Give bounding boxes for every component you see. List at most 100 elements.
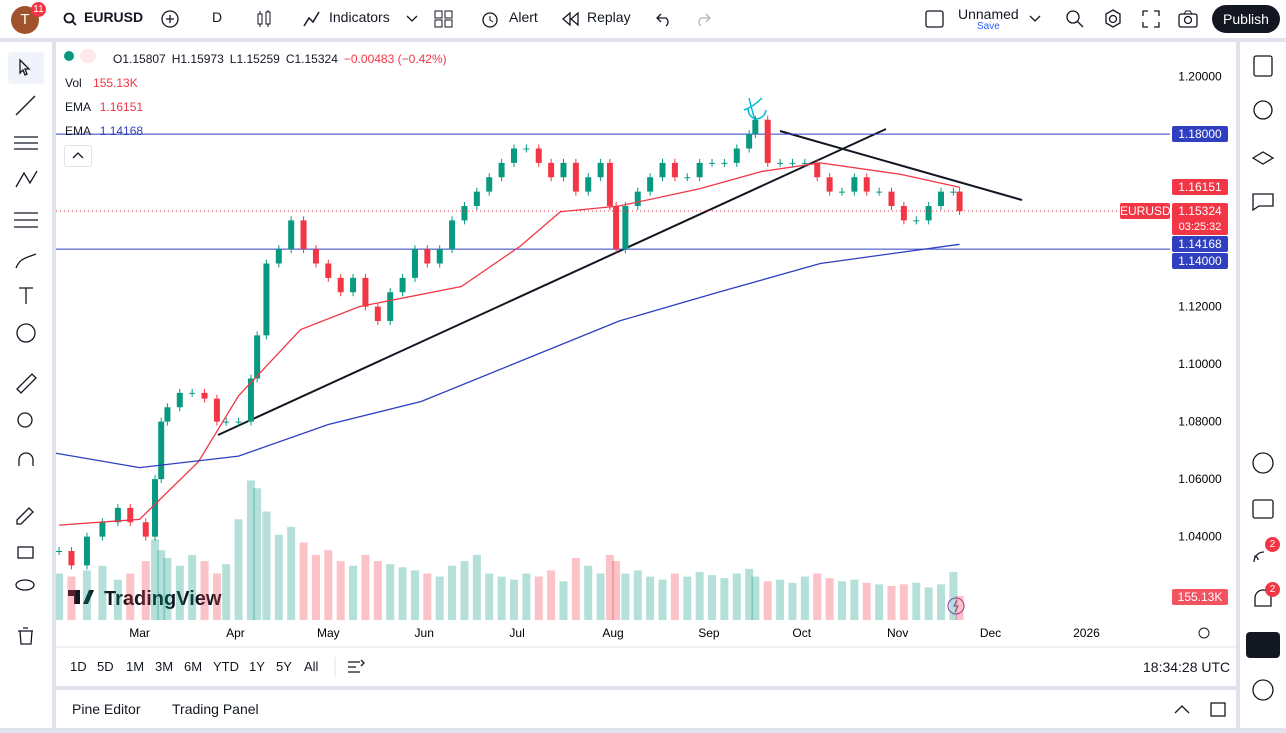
trading-panel-tab[interactable]: Trading Panel bbox=[172, 701, 259, 717]
magnet-tool[interactable] bbox=[18, 452, 34, 466]
volume-bar bbox=[373, 561, 382, 620]
cursor-tool[interactable] bbox=[19, 58, 31, 76]
volume-bar bbox=[200, 561, 209, 620]
price-tag: 1.16151 bbox=[1172, 179, 1228, 196]
volume-bar bbox=[311, 554, 320, 620]
x-tick-label: Apr bbox=[226, 626, 245, 640]
alert-button[interactable]: Alert bbox=[509, 9, 538, 25]
emoji-tool[interactable] bbox=[16, 323, 36, 343]
trendline-tool[interactable] bbox=[15, 95, 36, 116]
range-button[interactable]: YTD bbox=[213, 659, 239, 674]
alerts-panel[interactable] bbox=[1253, 100, 1273, 120]
undo[interactable] bbox=[655, 11, 673, 27]
vol-label: Vol bbox=[65, 76, 82, 90]
fib-tool[interactable] bbox=[14, 212, 38, 228]
volume-bar bbox=[584, 565, 593, 620]
volume-bar bbox=[222, 564, 231, 620]
snapshot[interactable] bbox=[1177, 8, 1199, 30]
candle bbox=[374, 306, 381, 321]
help[interactable] bbox=[1252, 679, 1274, 701]
ideas-stream[interactable] bbox=[1253, 551, 1265, 563]
redo[interactable] bbox=[694, 11, 712, 27]
trendline[interactable] bbox=[217, 128, 887, 436]
ema-label: EMA bbox=[65, 124, 91, 138]
layout-name[interactable]: Unnamed bbox=[958, 6, 1019, 22]
trendline[interactable] bbox=[779, 130, 1023, 201]
volume-bar bbox=[163, 558, 172, 620]
range-button[interactable]: 1M bbox=[126, 659, 145, 674]
symbol[interactable]: EURUSD bbox=[84, 9, 144, 25]
panel-controls[interactable] bbox=[1172, 700, 1228, 720]
volume-bar bbox=[745, 568, 754, 620]
symbol-tag: EURUSD bbox=[1120, 203, 1171, 220]
volume-bar bbox=[732, 573, 741, 620]
range-button[interactable]: 5Y bbox=[276, 659, 292, 674]
watchlist[interactable] bbox=[1253, 55, 1273, 77]
products-button[interactable] bbox=[1246, 632, 1280, 658]
brush-tool[interactable] bbox=[15, 253, 37, 269]
delete-tool[interactable] bbox=[18, 627, 33, 645]
candle bbox=[83, 536, 90, 566]
stay-drawing[interactable] bbox=[16, 507, 34, 525]
range-button[interactable]: 1Y bbox=[249, 659, 265, 674]
zoom-tool[interactable] bbox=[17, 412, 33, 428]
bottom-panel: Pine Editor Trading Panel bbox=[56, 690, 1236, 728]
calendar[interactable] bbox=[1252, 499, 1274, 519]
range-button[interactable]: 5D bbox=[97, 659, 114, 674]
publish-button[interactable]: Publish bbox=[1212, 5, 1280, 33]
save-label[interactable]: Save bbox=[977, 21, 1000, 32]
fullscreen[interactable] bbox=[1140, 8, 1162, 30]
ruler-tool[interactable] bbox=[16, 373, 37, 394]
chats[interactable] bbox=[1252, 193, 1274, 212]
volume-bar bbox=[188, 554, 197, 620]
volume-bar bbox=[547, 570, 556, 620]
replay-button[interactable]: Replay bbox=[587, 9, 631, 25]
collapse-legend[interactable] bbox=[64, 145, 92, 167]
volume-bar bbox=[361, 554, 370, 620]
range-button[interactable]: All bbox=[304, 659, 319, 674]
x-tick-label: Nov bbox=[887, 626, 908, 640]
indicators-button[interactable]: Indicators bbox=[329, 9, 390, 25]
hide-tool[interactable] bbox=[15, 579, 35, 591]
clock: 18:34:28 UTC bbox=[1143, 659, 1231, 675]
layout-checkbox[interactable] bbox=[925, 10, 945, 28]
pattern-tool[interactable] bbox=[15, 170, 38, 188]
pine-editor-tab[interactable]: Pine Editor bbox=[72, 701, 141, 717]
x-tick-label: May bbox=[317, 626, 340, 640]
plot bbox=[56, 115, 1170, 620]
lock-tool[interactable] bbox=[17, 546, 34, 559]
quick-search[interactable] bbox=[1064, 8, 1086, 30]
candle bbox=[597, 162, 604, 178]
add-symbol[interactable] bbox=[160, 9, 180, 29]
range-button[interactable]: 6M bbox=[184, 659, 203, 674]
ohlc-value: H1.15973 bbox=[171, 52, 224, 66]
range-button[interactable]: 3M bbox=[155, 659, 174, 674]
candle bbox=[622, 206, 629, 250]
layouts-icon[interactable] bbox=[434, 10, 454, 28]
data-window[interactable] bbox=[1251, 151, 1275, 165]
hline-tool[interactable] bbox=[14, 136, 38, 150]
hotlist[interactable] bbox=[1252, 452, 1274, 474]
annotation-stroke[interactable] bbox=[743, 97, 767, 121]
events-marker[interactable] bbox=[947, 597, 965, 615]
chart-type[interactable] bbox=[255, 9, 273, 29]
x-tick-label: Aug bbox=[602, 626, 623, 640]
range-button[interactable]: 1D bbox=[70, 659, 87, 674]
interval[interactable]: D bbox=[212, 9, 223, 25]
candle bbox=[223, 421, 230, 423]
settings[interactable] bbox=[1102, 8, 1124, 30]
volume-bar bbox=[141, 561, 150, 620]
date-range-icon[interactable] bbox=[348, 659, 365, 673]
dropdown[interactable] bbox=[406, 15, 418, 23]
market-status bbox=[64, 51, 74, 61]
notifications[interactable] bbox=[1254, 589, 1272, 607]
ideas-badge: 2 bbox=[1265, 537, 1280, 552]
candle bbox=[201, 392, 208, 399]
text-tool[interactable] bbox=[19, 287, 33, 304]
volume-bar bbox=[435, 576, 444, 620]
volume-bar bbox=[386, 564, 395, 620]
axis-settings[interactable] bbox=[1198, 627, 1210, 639]
drawing-toolbar bbox=[0, 42, 52, 728]
layout-dropdown[interactable] bbox=[1029, 15, 1041, 23]
